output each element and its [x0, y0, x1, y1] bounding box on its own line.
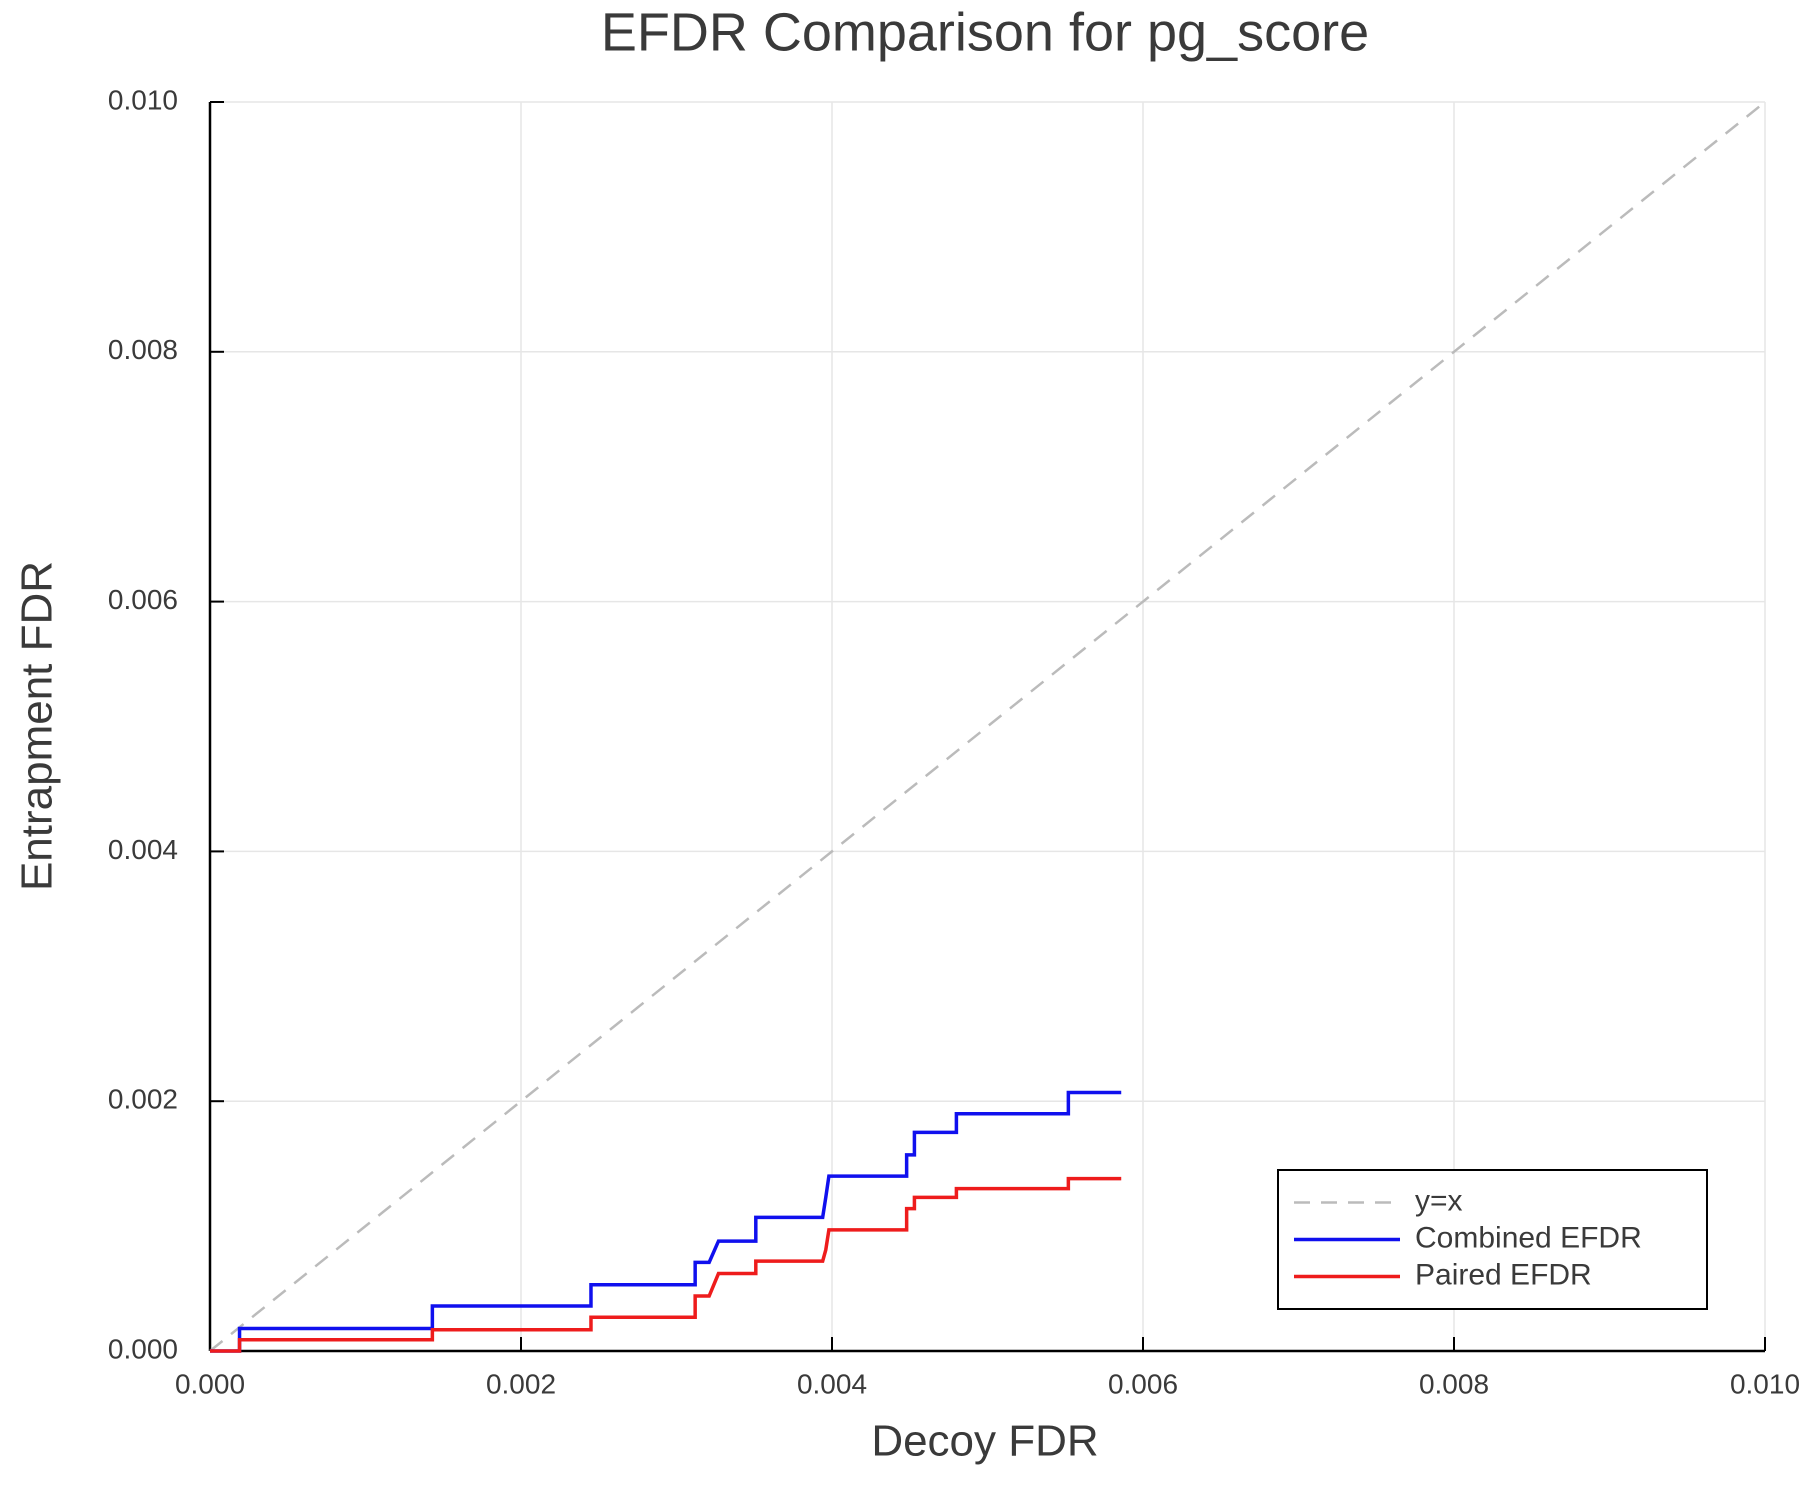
x-tick-label: 0.006	[1108, 1368, 1178, 1399]
y-axis-label: Entrapment FDR	[13, 561, 62, 891]
y-tick-label: 0.006	[108, 584, 178, 615]
y-tick-label: 0.008	[108, 334, 178, 365]
x-tick-label: 0.008	[1419, 1368, 1489, 1399]
legend-label: y=x	[1415, 1184, 1463, 1217]
x-tick-label: 0.010	[1730, 1368, 1800, 1399]
y-tick-label: 0.002	[108, 1084, 178, 1115]
series-line	[210, 1176, 1122, 1353]
series-line	[209, 101, 1766, 1352]
y-tick-label: 0.004	[108, 834, 178, 865]
y-tick-label: 0.010	[108, 84, 178, 115]
x-tick-label: 0.002	[486, 1368, 556, 1399]
series-line	[210, 1090, 1122, 1353]
x-tick-label: 0.000	[175, 1368, 245, 1399]
y-tick-label: 0.000	[108, 1333, 178, 1364]
x-tick-label: 0.004	[797, 1368, 867, 1399]
legend-label: Paired EFDR	[1415, 1258, 1592, 1291]
chart-title: EFDR Comparison for pg_score	[601, 2, 1369, 62]
legend-label: Combined EFDR	[1415, 1221, 1642, 1254]
x-axis-label: Decoy FDR	[871, 1417, 1098, 1466]
